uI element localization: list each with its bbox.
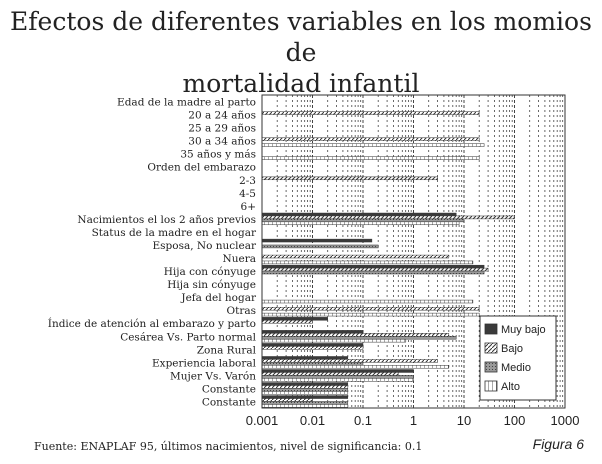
bar xyxy=(261,238,373,243)
bar xyxy=(261,270,485,275)
bar xyxy=(261,401,349,405)
chart-title: Efectos de diferentes variables en los m… xyxy=(0,6,602,99)
bar xyxy=(261,312,480,317)
x-tick-label: 0.1 xyxy=(354,413,372,428)
legend-swatch xyxy=(484,342,498,354)
category-label: Constante xyxy=(202,396,256,408)
legend-swatch xyxy=(484,361,498,373)
legend-label: Muy bajo xyxy=(501,324,546,336)
bar xyxy=(261,378,414,382)
legend-label: Bajo xyxy=(501,343,523,355)
legend-label: Medio xyxy=(501,362,531,374)
category-label: Nuera xyxy=(223,253,256,265)
bar xyxy=(261,365,450,369)
bar xyxy=(261,375,414,379)
figure-label: Figura 6 xyxy=(532,436,584,452)
bars xyxy=(261,111,515,408)
category-label: 35 años y más xyxy=(180,149,256,161)
bar xyxy=(261,372,399,376)
bar xyxy=(261,346,364,350)
bar xyxy=(261,137,480,141)
legend-label: Alto xyxy=(501,381,520,393)
category-label: Hija con cónyuge xyxy=(164,266,256,278)
category-label: Status de la madre en el hogar xyxy=(92,227,257,239)
bar xyxy=(261,382,349,386)
bar xyxy=(261,156,480,160)
category-label: Cesárea Vs. Parto normal xyxy=(120,331,256,343)
bar xyxy=(261,143,485,147)
bar xyxy=(261,176,438,181)
bar xyxy=(261,385,349,389)
bar xyxy=(261,343,364,347)
category-label: Zona Rural xyxy=(197,344,257,356)
bar xyxy=(261,299,474,304)
x-tick-label: 100 xyxy=(504,413,526,428)
bar xyxy=(261,221,460,226)
legend-swatch xyxy=(484,323,498,335)
legend: Muy bajo Bajo Medio Alto xyxy=(479,315,557,401)
category-label: Hija sin cónyuge xyxy=(167,279,256,291)
bar xyxy=(261,218,465,223)
category-label: Edad de la madre al parto xyxy=(117,97,256,109)
bar xyxy=(261,330,364,334)
bar xyxy=(261,391,349,395)
category-label: Mujer Vs. Varón xyxy=(170,370,256,382)
category-label: Experiencia laboral xyxy=(152,357,257,369)
bar xyxy=(261,338,406,343)
legend-swatch xyxy=(484,380,498,392)
x-tick-label: 10 xyxy=(457,413,471,428)
bar xyxy=(261,260,474,265)
bar xyxy=(261,215,515,220)
bar xyxy=(261,336,457,340)
category-label: 2-3 xyxy=(239,175,256,187)
category-label: 25 a 29 años xyxy=(188,123,256,135)
bar xyxy=(261,359,438,363)
bar xyxy=(261,254,450,259)
category-label: 30 a 34 años xyxy=(188,136,256,148)
bar xyxy=(261,395,349,399)
x-tick-label: 0.01 xyxy=(300,413,325,428)
category-label: Orden del embarazo xyxy=(147,162,256,174)
bar xyxy=(261,398,313,402)
category-label: 6+ xyxy=(241,201,256,213)
bar xyxy=(261,212,457,217)
plot-frame xyxy=(261,94,566,409)
category-label: Otras xyxy=(227,305,257,317)
category-label: 4-5 xyxy=(239,188,256,200)
title-line-2: mortalidad infantil xyxy=(182,69,420,98)
category-label: Esposa, No nuclear xyxy=(152,240,257,252)
x-tick-labels: 0.001 0.01 0.1 1 10 100 1000 xyxy=(246,413,580,428)
bar xyxy=(261,244,379,249)
bar xyxy=(261,320,313,324)
bar xyxy=(261,356,349,360)
source-note: Fuente: ENAPLAF 95, últimos nacimientos,… xyxy=(34,440,423,453)
category-label: Jefa del hogar xyxy=(180,292,257,304)
bar xyxy=(261,307,480,311)
bar xyxy=(261,264,485,269)
bar xyxy=(261,362,364,366)
category-label: Constante xyxy=(202,383,256,395)
category-label: Nacimientos el los 2 años previos xyxy=(77,214,256,226)
bar xyxy=(261,404,349,408)
bar xyxy=(261,388,349,392)
category-label: Índice de atención al embarazo y parto xyxy=(48,316,256,330)
category-label: 20 a 24 años xyxy=(188,110,256,122)
x-tick-label: 0.001 xyxy=(246,413,279,428)
bar xyxy=(261,267,489,272)
bar xyxy=(261,317,328,321)
bar xyxy=(261,111,480,115)
title-line-1: Efectos de diferentes variables en los m… xyxy=(10,7,592,67)
x-tick-label: 1000 xyxy=(551,413,580,428)
bar xyxy=(261,333,450,337)
x-tick-label: 1 xyxy=(410,413,417,428)
bar xyxy=(261,369,414,373)
